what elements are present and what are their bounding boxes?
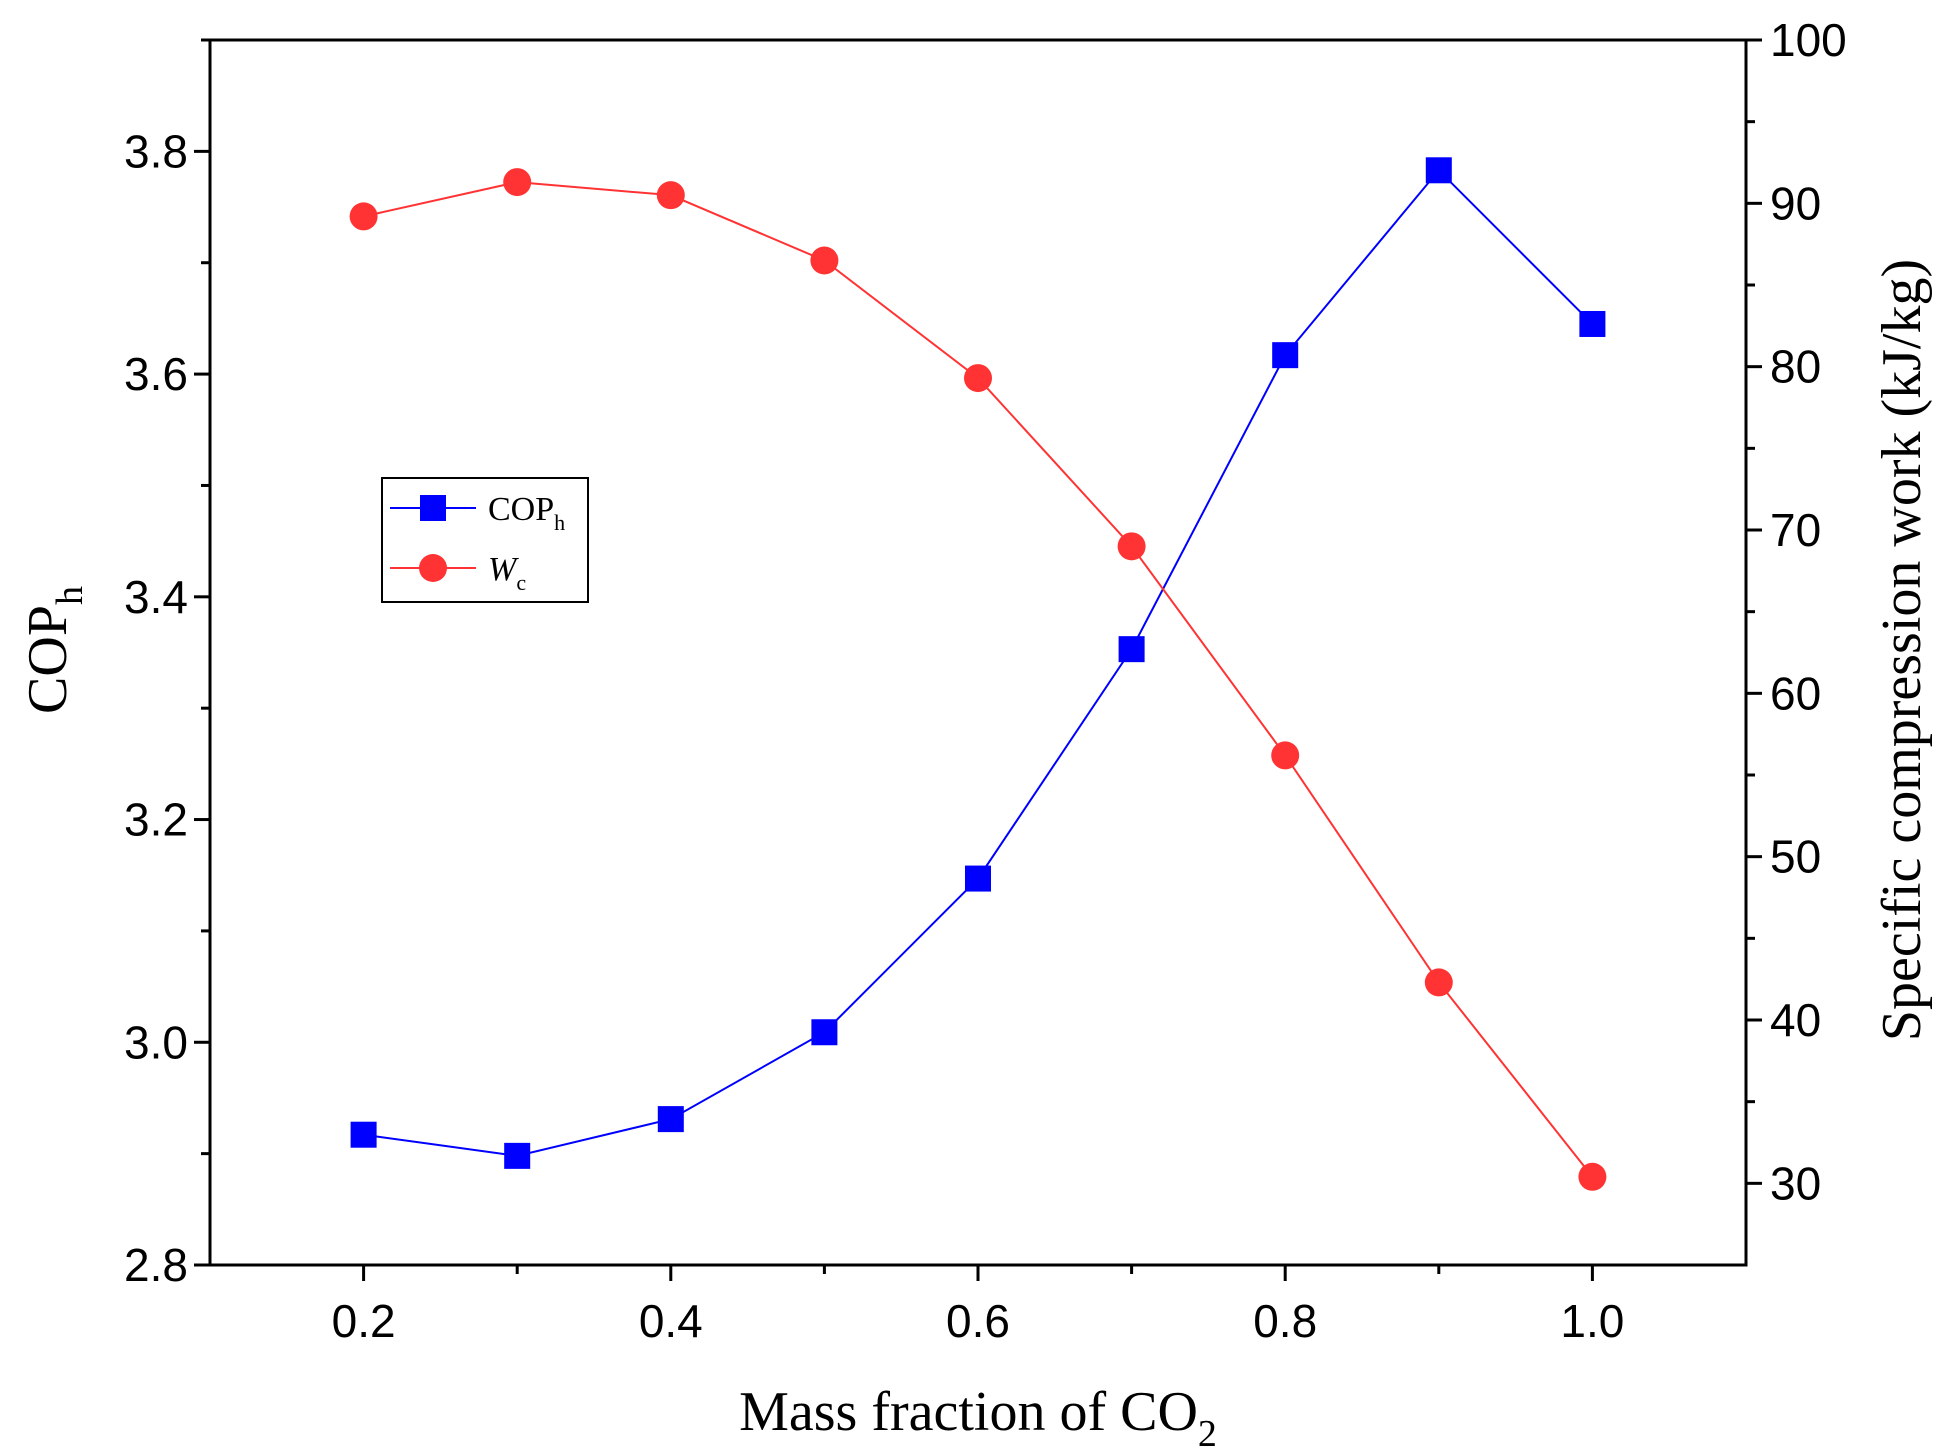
x-axis-title-sub: 2	[1198, 1413, 1217, 1452]
y-right-tick-label: 70	[1770, 504, 1821, 556]
x-tick-label: 0.8	[1253, 1295, 1317, 1347]
series-line-wc	[363, 181, 1594, 1178]
y-right-tick-label: 100	[1770, 14, 1847, 66]
legend-box	[381, 477, 589, 603]
y-left-tick-label: 3.4	[124, 571, 188, 623]
x-axis-title: Mass fraction of CO2	[739, 1381, 1217, 1452]
legend-marker-cop	[420, 495, 446, 521]
y-left-axis-title-main: COP	[17, 605, 79, 714]
x-tick-label: 0.6	[946, 1295, 1010, 1347]
cop-point	[965, 865, 991, 892]
y-left-tick-label: 3.8	[124, 125, 188, 177]
y-left-axis-title-sub: h	[49, 586, 91, 605]
series-line-cop	[363, 168, 1594, 1157]
x-tick-label: 1.0	[1560, 1295, 1624, 1347]
wc-point	[1424, 968, 1453, 997]
y-left-axis-title: COPh	[17, 586, 91, 714]
wc-point	[503, 168, 532, 197]
wc-point	[1578, 1162, 1607, 1191]
legend-label-cop-sub: h	[554, 510, 565, 535]
wc-point	[1271, 741, 1300, 770]
y-right-tick-label: 40	[1770, 994, 1821, 1046]
x-axis-ticks: 0.2 0.4 0.6 0.8 1.0	[332, 1265, 1624, 1347]
cop-point	[1425, 157, 1452, 184]
x-tick-label: 0.2	[332, 1295, 396, 1347]
cop-point	[504, 1142, 531, 1169]
plot-frame	[208, 38, 1748, 1267]
legend-label-wc-main: W	[488, 551, 519, 588]
cop-point	[1579, 310, 1606, 337]
y-left-tick-label: 3.0	[124, 1016, 188, 1068]
y-right-tick-label: 80	[1770, 341, 1821, 393]
wc-point	[656, 181, 685, 210]
cop-point	[657, 1106, 684, 1133]
series-layer	[349, 157, 1607, 1191]
y-right-tick-label: 90	[1770, 177, 1821, 229]
y-left-tick-label: 3.2	[124, 794, 188, 846]
legend: COPh Wc	[381, 477, 589, 603]
cop-point	[811, 1019, 838, 1046]
legend-marker-wc	[419, 554, 447, 582]
wc-point	[349, 202, 378, 231]
wc-point	[810, 246, 839, 275]
y-right-tick-label: 30	[1770, 1157, 1821, 1209]
wc-point	[964, 364, 992, 393]
y-left-tick-label: 2.8	[124, 1239, 188, 1291]
x-axis-title-main: Mass fraction of CO	[739, 1381, 1198, 1443]
y-right-axis-ticks: 30 40 50 60 70 80 90 100	[1746, 14, 1847, 1209]
cop-point	[1272, 342, 1299, 369]
legend-label-cop-main: COP	[488, 491, 554, 528]
y-right-tick-label: 60	[1770, 667, 1821, 719]
wc-point	[1117, 532, 1146, 561]
legend-label-wc: Wc	[488, 551, 526, 595]
x-tick-label: 0.4	[639, 1295, 703, 1347]
y-left-tick-label: 3.6	[124, 348, 188, 400]
y-right-axis-title: Specific compression work (kJ/kg)	[1871, 259, 1933, 1041]
legend-label-cop: COPh	[488, 491, 565, 535]
cop-point	[1118, 636, 1145, 663]
cop-point	[350, 1121, 377, 1148]
y-right-tick-label: 50	[1770, 831, 1821, 883]
legend-label-wc-sub: c	[516, 570, 526, 595]
y-left-axis-ticks: 2.8 3.0 3.2 3.4 3.6 3.8	[124, 38, 210, 1291]
